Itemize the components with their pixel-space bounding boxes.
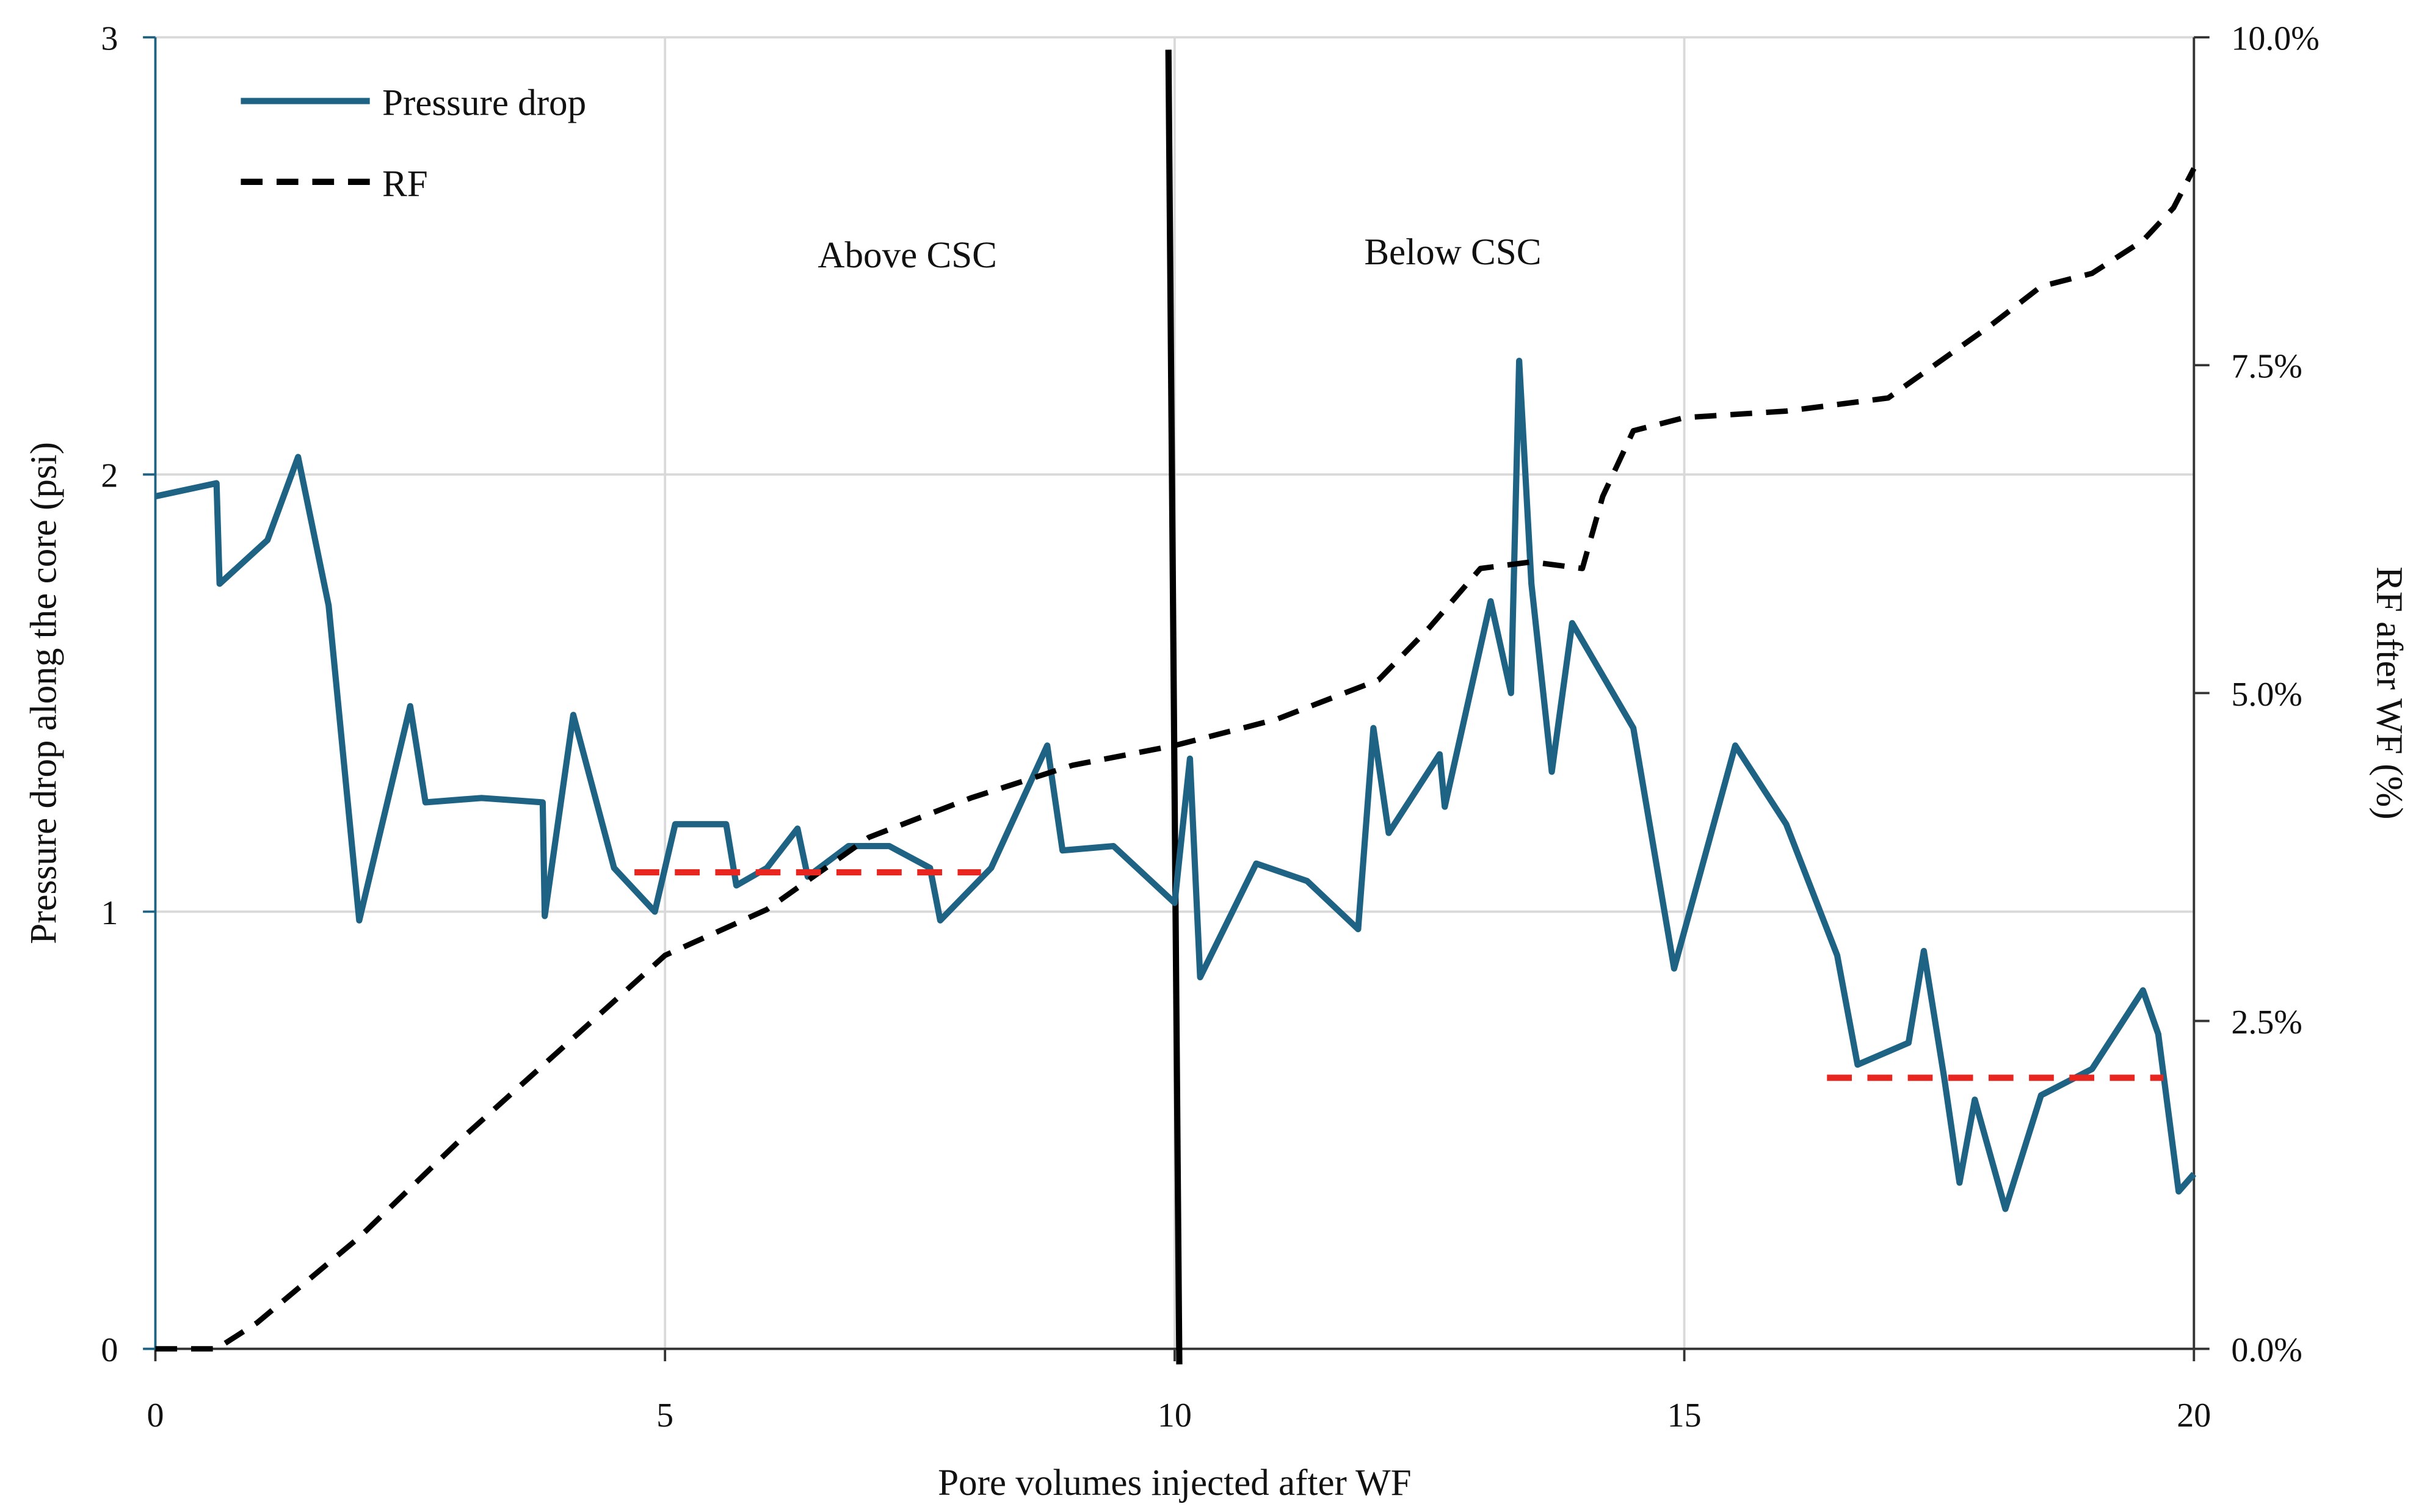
annotation: Above CSC bbox=[818, 235, 997, 276]
data-line bbox=[155, 167, 2197, 1352]
y2-tick-label: 5.0% bbox=[2231, 676, 2302, 714]
legend-label: Pressure drop bbox=[382, 82, 586, 123]
y2-axis-label: RF after WF (%) bbox=[2369, 566, 2410, 820]
y2-tick-label: 7.5% bbox=[2231, 348, 2302, 386]
x-tick-label: 5 bbox=[656, 1397, 673, 1434]
annotation: Below CSC bbox=[1364, 232, 1541, 273]
y-axis-label: Pressure drop along the core (psi) bbox=[24, 442, 65, 944]
legend-label: RF bbox=[382, 164, 428, 204]
y-tick-label: 3 bbox=[101, 20, 118, 57]
x-tick-label: 15 bbox=[1667, 1397, 1702, 1434]
x-tick-label: 10 bbox=[1158, 1397, 1192, 1434]
data-line bbox=[154, 357, 2197, 1212]
x-tick-label: 0 bbox=[147, 1397, 164, 1434]
y-tick-label: 2 bbox=[101, 457, 118, 495]
y2-tick-label: 2.5% bbox=[2231, 1004, 2302, 1041]
divider-line bbox=[1165, 49, 1183, 1365]
y-tick-label: 1 bbox=[101, 894, 118, 932]
y-tick-label: 0 bbox=[101, 1331, 118, 1369]
y2-tick-label: 0.0% bbox=[2231, 1331, 2302, 1369]
x-tick-label: 20 bbox=[2177, 1397, 2211, 1434]
x-axis-label: Pore volumes injected after WF bbox=[938, 1463, 1412, 1503]
y2-tick-label: 10.0% bbox=[2231, 20, 2320, 57]
